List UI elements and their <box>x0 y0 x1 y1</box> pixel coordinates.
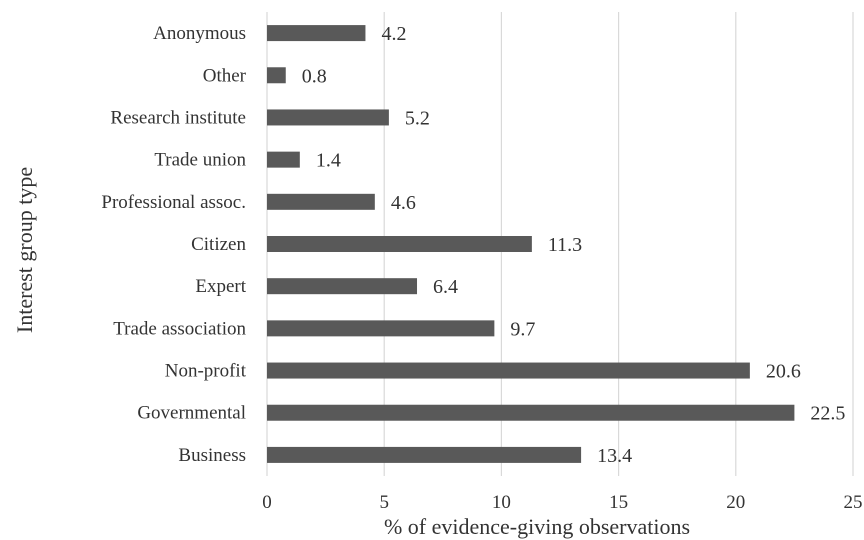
category-label: Other <box>203 65 247 86</box>
data-label: 13.4 <box>597 445 632 467</box>
category-label: Non-profit <box>165 361 247 382</box>
x-tick-label: 0 <box>262 492 272 513</box>
data-label: 0.8 <box>302 65 327 87</box>
category-label: Business <box>178 445 246 466</box>
bar <box>267 446 582 463</box>
data-label: 22.5 <box>810 403 845 425</box>
data-label: 20.6 <box>766 361 801 383</box>
category-label: Governmental <box>137 403 246 424</box>
category-label: Professional assoc. <box>101 192 246 213</box>
labels: 0 5 10 15 20 25 Business 13.4 Governmental 22.5 No… <box>101 23 862 513</box>
bar <box>267 193 375 210</box>
x-axis-title: % of evidence-giving observations <box>384 514 690 539</box>
data-label: 4.2 <box>381 23 406 45</box>
bar <box>267 25 366 42</box>
data-label: 6.4 <box>433 276 458 298</box>
data-label: 5.2 <box>405 107 430 129</box>
data-label: 4.6 <box>391 192 416 214</box>
bar <box>267 236 532 252</box>
x-tick-label: 15 <box>609 492 628 513</box>
category-label: Anonymous <box>153 23 246 44</box>
data-label: 9.7 <box>510 318 535 340</box>
category-label: Trade union <box>154 150 246 171</box>
data-label: 11.3 <box>548 234 582 256</box>
data-label: 1.4 <box>316 150 341 172</box>
bar <box>267 404 795 421</box>
category-label: Research institute <box>110 107 246 128</box>
category-label: Trade association <box>113 318 246 339</box>
bar <box>267 278 418 295</box>
y-axis-title: Interest group type <box>12 167 37 333</box>
bar <box>267 67 286 84</box>
bars <box>267 25 795 463</box>
bar <box>267 109 389 126</box>
x-tick-label: 10 <box>492 492 511 513</box>
category-label: Citizen <box>191 234 246 255</box>
bar <box>267 320 495 337</box>
x-tick-label: 20 <box>726 492 745 513</box>
x-tick-label: 5 <box>379 492 389 513</box>
bar <box>267 362 750 379</box>
x-tick-label: 25 <box>844 492 863 513</box>
bar <box>267 151 300 168</box>
category-label: Expert <box>195 276 246 297</box>
